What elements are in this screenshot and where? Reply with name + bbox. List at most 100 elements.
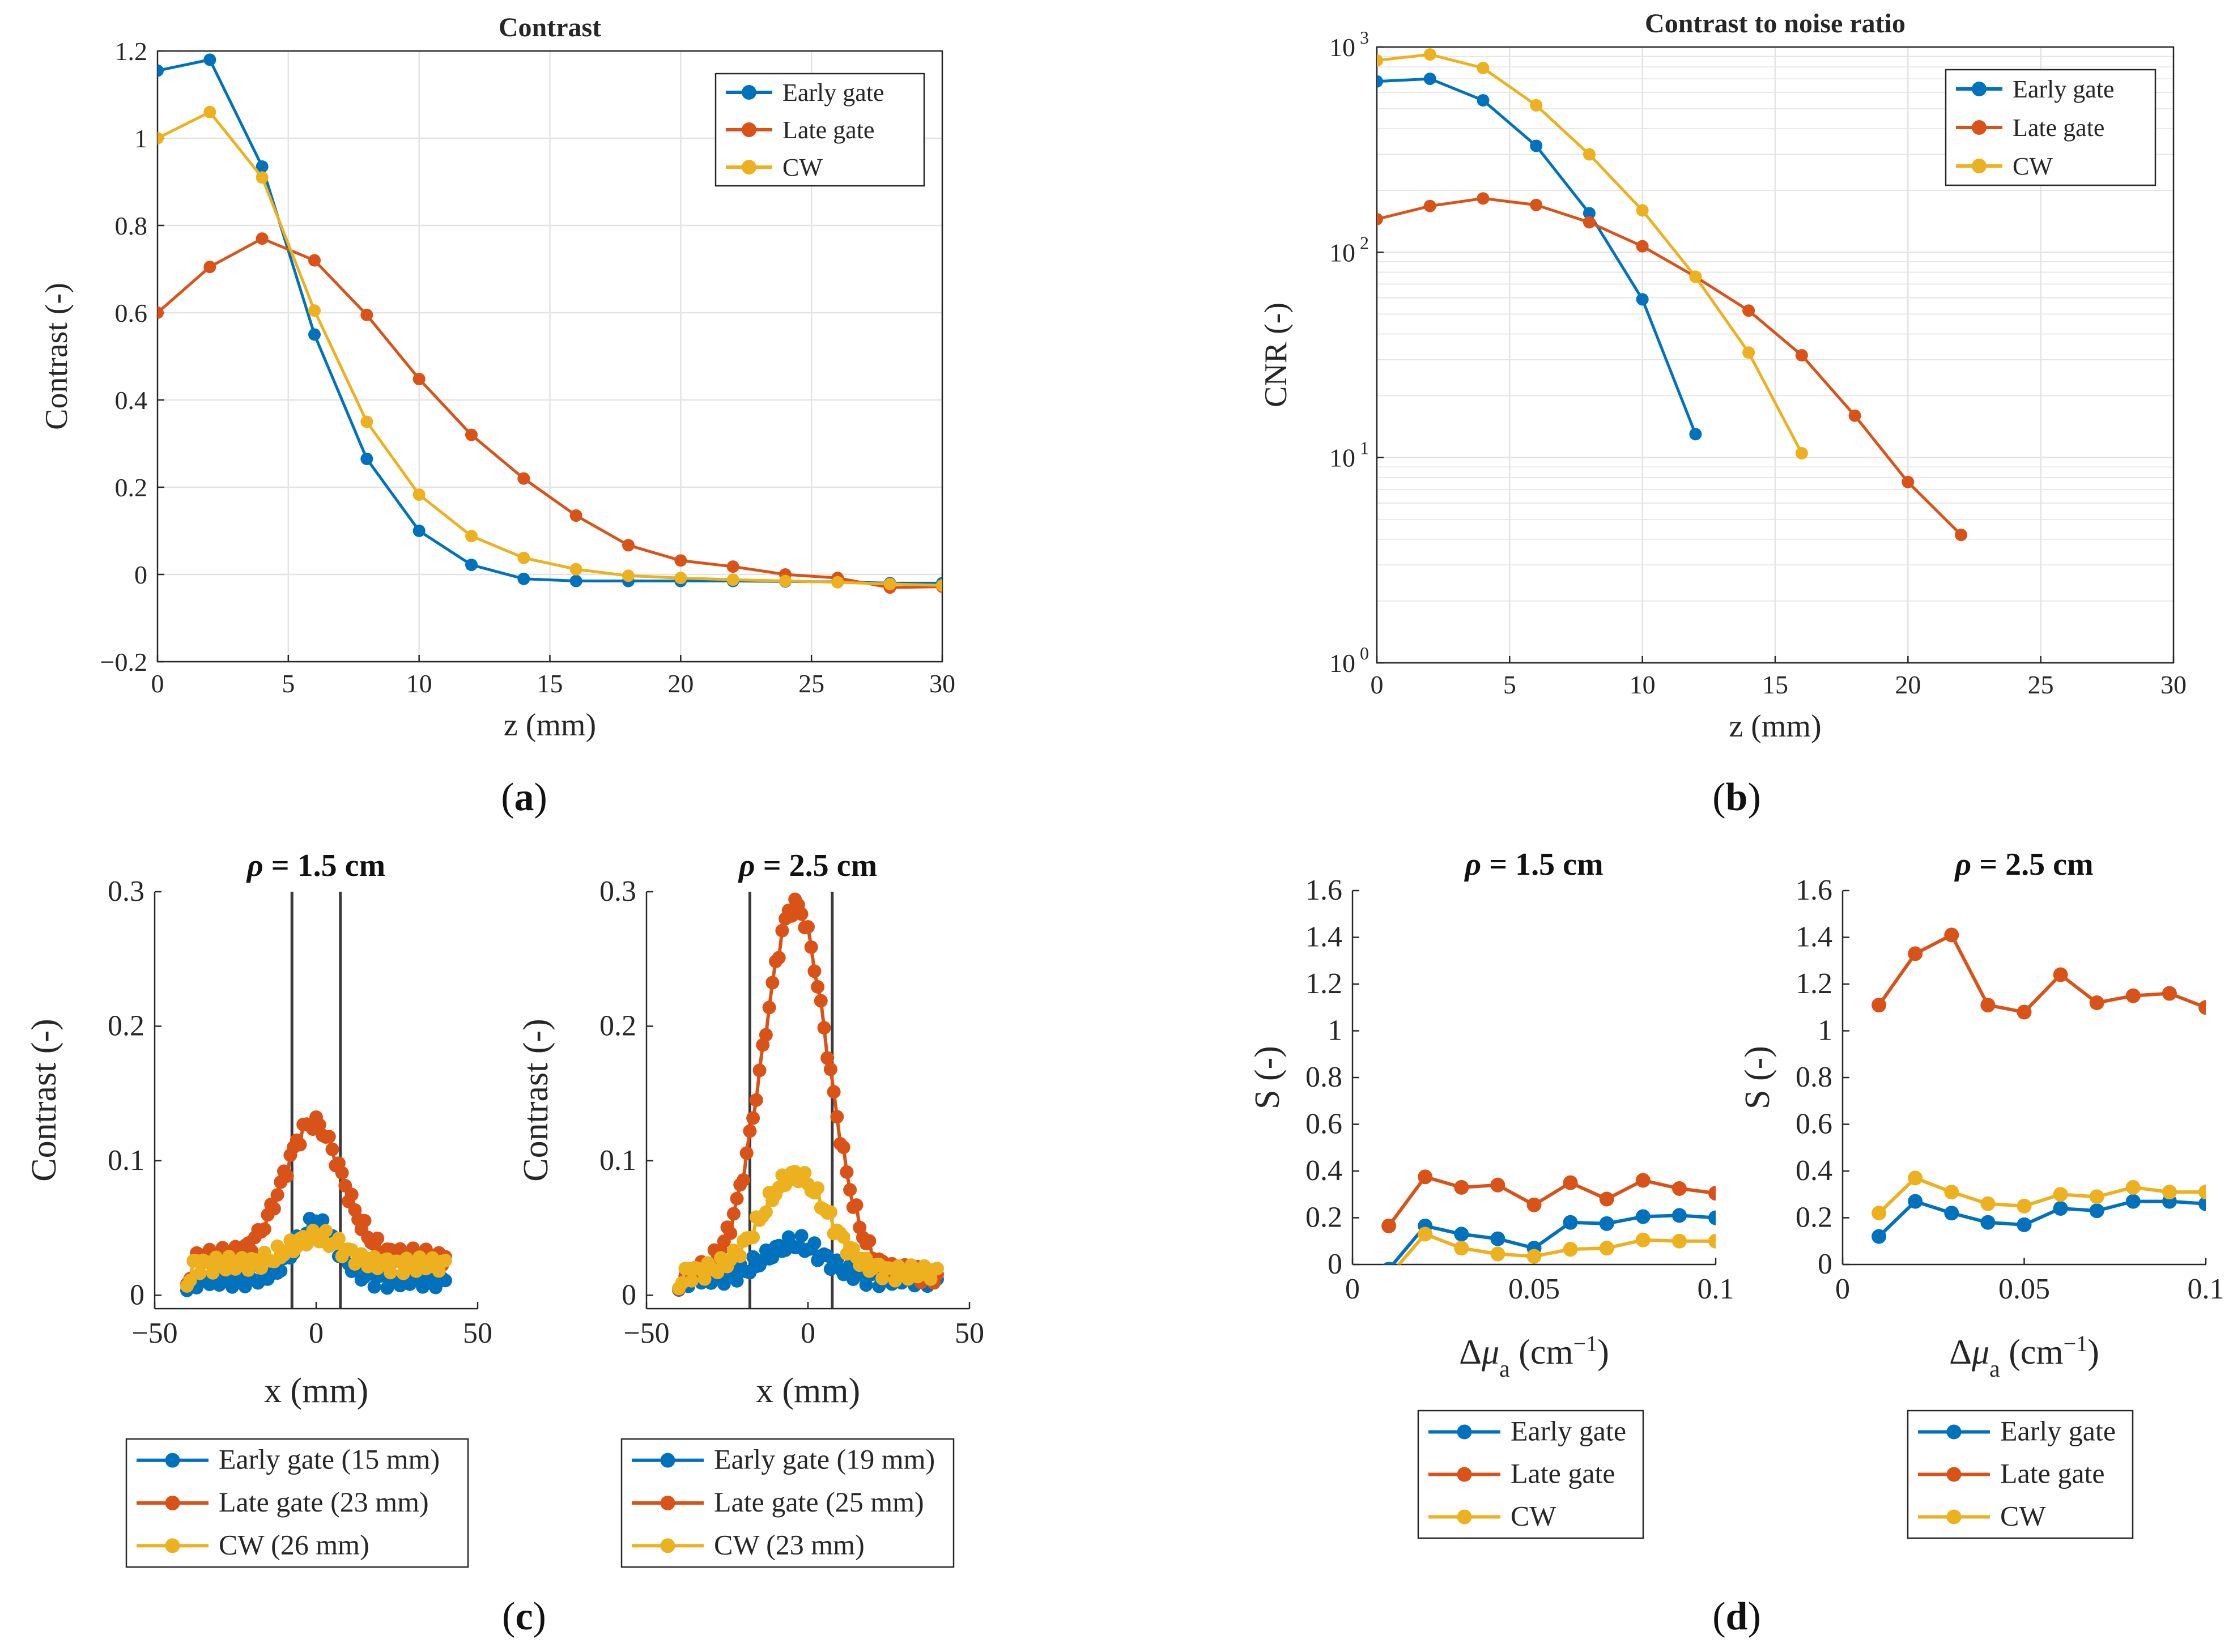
panel-label: (d) <box>1712 1595 1761 1638</box>
data-point-late <box>823 1062 837 1076</box>
chart-a: 0 5 10 15 20 25 30−0.200.20.40.60.811.2Contras… <box>39 12 955 743</box>
panel-label: (a) <box>501 776 547 819</box>
panel-label: (b) <box>1712 776 1761 819</box>
data-point-early <box>1490 1231 1505 1246</box>
data-point-cw <box>1689 270 1702 283</box>
data-point-late <box>2162 986 2177 1001</box>
chart-c1: −50 0 50 0 0.1 0.2 0.3 ρ = 1.5 cm x (mm) Contrast… <box>25 848 492 1568</box>
data-point-cw <box>1563 1242 1578 1257</box>
data-point-cw <box>684 1274 699 1288</box>
legend-swatch-marker <box>1972 82 1987 96</box>
y-axis-label: S (-) <box>1738 1046 1777 1109</box>
y-tick-exponent: 2 <box>1360 232 1369 253</box>
legend-swatch-marker <box>660 1453 675 1468</box>
data-point-cw <box>1583 148 1596 161</box>
legend-label: Early gate (15 mm) <box>219 1444 440 1475</box>
x-tick-label: 20 <box>1895 670 1921 699</box>
data-point-cw <box>2198 1185 2206 1200</box>
series-line-cw <box>1878 1176 2206 1215</box>
legend-label: CW <box>782 154 823 181</box>
data-point-early <box>225 1280 239 1294</box>
data-point-late <box>2089 995 2104 1010</box>
data-point-cw <box>759 1205 773 1219</box>
series-line-cw <box>1396 1232 1716 1264</box>
data-point-cw <box>241 1263 256 1277</box>
data-point-cw <box>1908 1170 1923 1186</box>
data-point-early <box>2125 1194 2141 1209</box>
data-point-early <box>1377 75 1383 88</box>
data-point-cw <box>930 1262 944 1276</box>
data-point-cw <box>2053 1187 2068 1202</box>
y-tick-label: 0.8 <box>1796 1061 1832 1093</box>
x-tick-label: −50 <box>623 1317 669 1349</box>
chart-title: ρ = 2.5 cm <box>1954 847 2093 882</box>
data-point-cw <box>319 1224 333 1238</box>
data-point-late <box>801 920 815 934</box>
data-point-cw <box>1872 1206 1887 1221</box>
x-tick-label: 5 <box>282 669 295 698</box>
data-point-cw <box>622 569 635 582</box>
data-point-late <box>1955 529 1968 542</box>
data-point-early <box>1635 1209 1651 1224</box>
data-point-cw <box>883 577 896 590</box>
data-point-early <box>1383 1262 1395 1264</box>
data-point-late <box>765 976 780 990</box>
data-point-early <box>1477 94 1490 107</box>
x-tick-label: 0 <box>151 669 164 698</box>
x-axis-label: z (mm) <box>504 708 596 743</box>
data-point-late <box>203 261 216 274</box>
data-point-cw <box>2162 1185 2177 1200</box>
x-tick-label: 0.05 <box>1508 1273 1560 1305</box>
data-point-late <box>1599 1191 1614 1207</box>
data-point-cw <box>875 1271 890 1285</box>
data-point-early <box>416 1280 430 1294</box>
data-point-cw <box>203 105 216 118</box>
data-point-cw <box>936 579 942 592</box>
series-area <box>158 53 942 594</box>
data-point-cw <box>674 572 687 585</box>
data-point-cw <box>1599 1241 1614 1256</box>
series-area <box>1377 48 1968 542</box>
data-point-late <box>1563 1175 1578 1190</box>
legend-swatch-marker <box>1457 1509 1472 1525</box>
y-tick-label: 0 <box>622 1279 636 1311</box>
legend-label: Late gate (25 mm) <box>714 1486 924 1518</box>
data-point-late <box>752 1063 767 1078</box>
data-point-cw <box>1477 62 1490 75</box>
x-tick-label: 0.1 <box>1698 1273 1734 1305</box>
data-point-early <box>1689 428 1702 441</box>
data-point-late <box>2125 988 2141 1003</box>
data-point-late <box>1742 304 1755 317</box>
data-point-cw <box>193 1266 207 1280</box>
data-point-cw <box>569 563 582 576</box>
data-point-cw <box>517 551 530 564</box>
data-point-cw <box>1526 1249 1542 1264</box>
y-tick-label: 1.6 <box>1796 874 1832 906</box>
y-tick-exponent: 0 <box>1360 643 1369 663</box>
y-tick-label: 0.4 <box>1305 1155 1342 1187</box>
legend-label: CW (23 mm) <box>714 1528 865 1560</box>
data-point-late <box>1980 998 1996 1013</box>
data-point-cw <box>811 1181 825 1195</box>
data-point-cw <box>206 1266 220 1280</box>
data-point-early <box>380 1281 394 1295</box>
data-point-late <box>775 923 789 938</box>
data-point-late <box>1490 1177 1505 1193</box>
data-point-cw <box>396 1266 410 1280</box>
legend-label: CW <box>2013 152 2053 180</box>
data-point-late <box>1381 1218 1397 1233</box>
y-axis-label: Contrast (-) <box>39 283 74 430</box>
data-point-late <box>820 1051 835 1065</box>
data-point-late <box>849 1198 864 1212</box>
chart-title: Contrast <box>499 12 601 42</box>
data-point-late <box>724 1226 738 1240</box>
y-axis-label: CNR (-) <box>1258 303 1294 407</box>
y-tick-label: 0.6 <box>1305 1108 1342 1140</box>
data-point-late <box>371 1231 385 1245</box>
data-point-late <box>308 254 321 267</box>
y-tick-label: 1.2 <box>115 37 148 66</box>
legend-label: CW <box>2000 1500 2046 1532</box>
data-point-late <box>817 1021 831 1035</box>
data-point-late <box>412 373 426 386</box>
x-tick-label: 25 <box>2028 670 2054 699</box>
